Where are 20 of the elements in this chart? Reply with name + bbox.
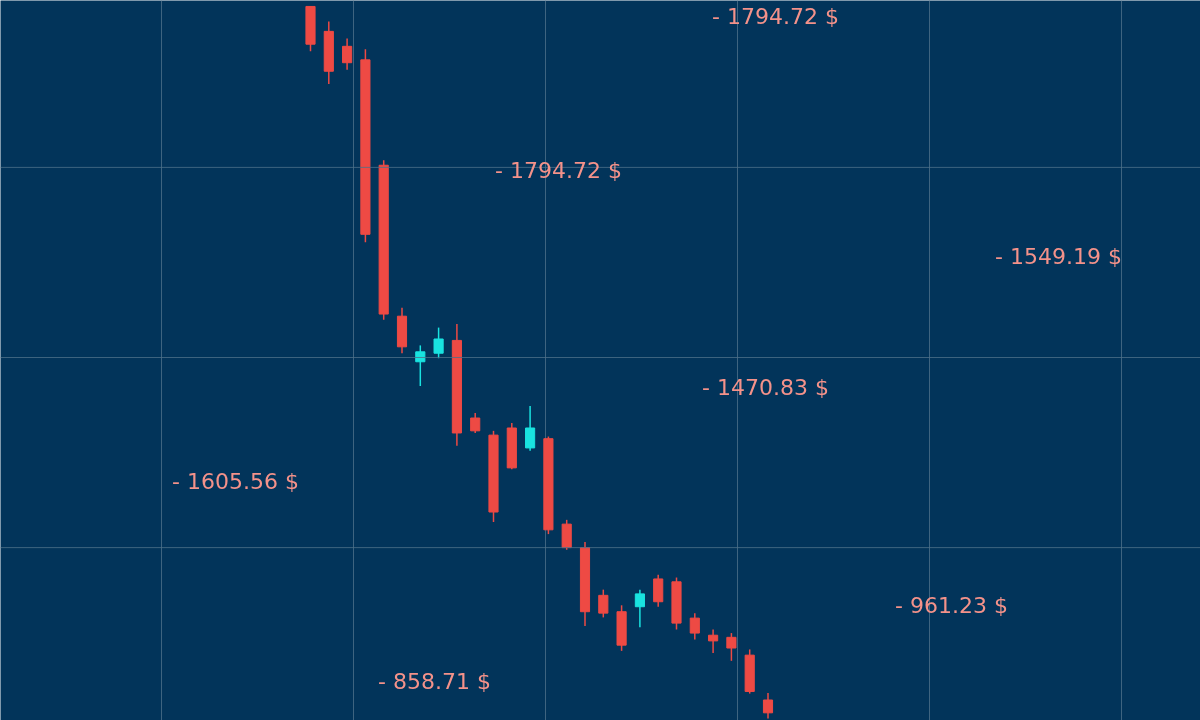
candlestick xyxy=(342,37,353,71)
candlestick xyxy=(561,519,572,551)
annotation: - 1794.72 $ xyxy=(495,158,622,183)
annotation: - 1470.83 $ xyxy=(702,375,829,400)
candlestick xyxy=(726,632,737,662)
annotation: - 1794.72 $ xyxy=(712,4,839,29)
text: - 1549.19 $ xyxy=(995,244,1122,269)
candlestick xyxy=(708,628,719,654)
annotation: - 858.71 $ xyxy=(378,669,491,694)
text: - 961.23 $ xyxy=(895,593,1008,618)
candlestick xyxy=(634,588,645,629)
candlestick xyxy=(470,412,481,434)
candlestick xyxy=(653,573,664,608)
candlestick xyxy=(525,405,536,452)
candlestick xyxy=(415,344,426,387)
text: - 1605.56 $ xyxy=(172,469,299,494)
candlestick xyxy=(598,588,609,619)
candlestick xyxy=(762,692,774,720)
candlestick xyxy=(433,326,444,359)
candlestick xyxy=(689,612,700,641)
